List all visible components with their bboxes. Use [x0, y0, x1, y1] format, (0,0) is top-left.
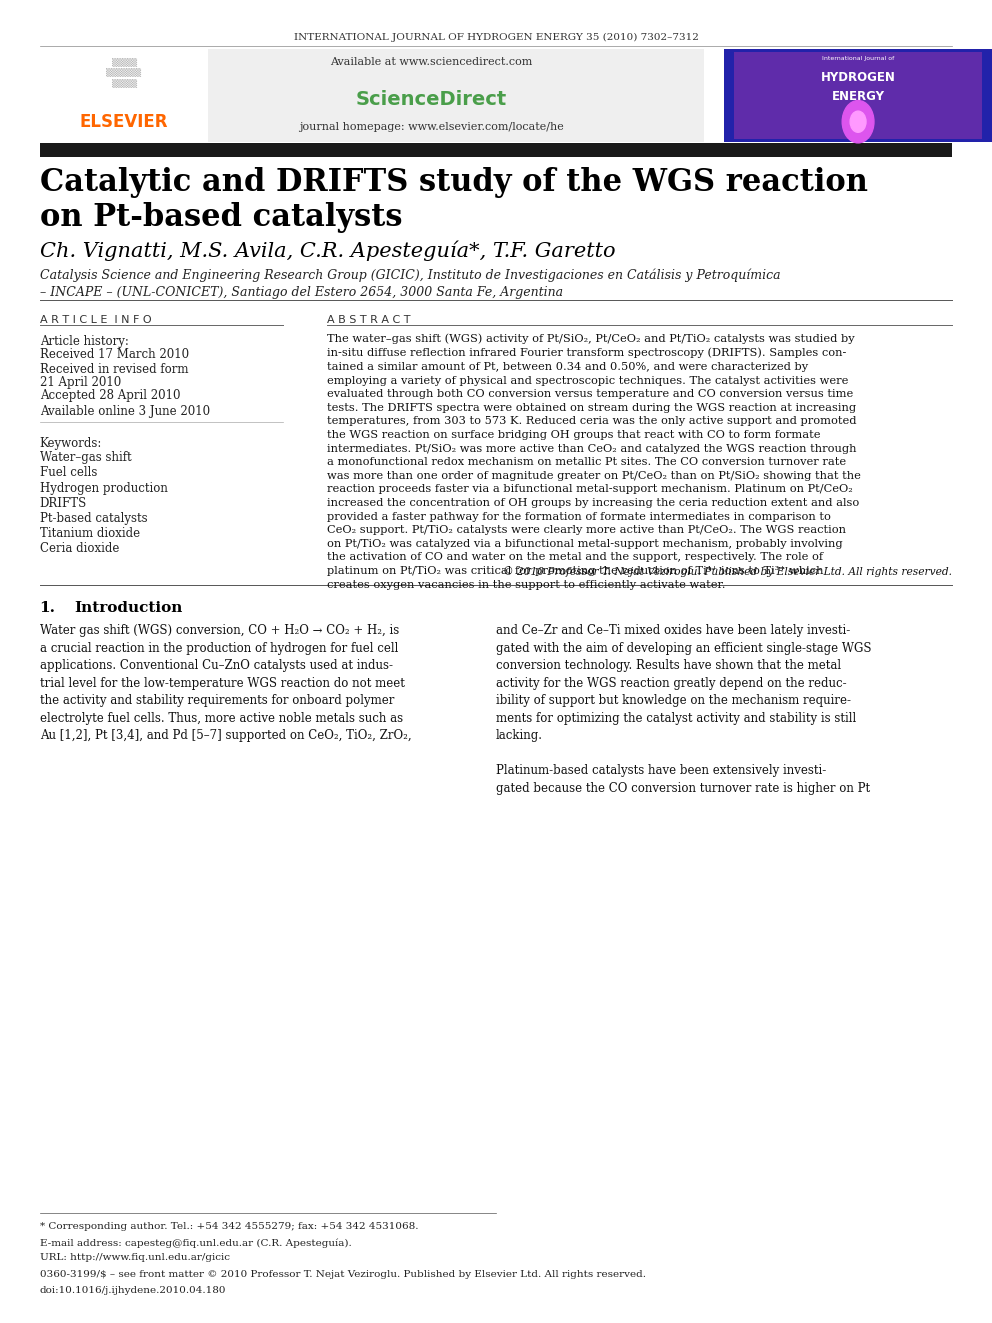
Text: Introduction: Introduction — [74, 601, 183, 615]
Circle shape — [842, 101, 874, 143]
Text: Catalysis Science and Engineering Research Group (GICIC), Instituto de Investiga: Catalysis Science and Engineering Resear… — [40, 269, 781, 282]
Text: Ch. Vignatti, M.S. Avila, C.R. Apesteguía*, T.F. Garetto: Ch. Vignatti, M.S. Avila, C.R. Apesteguí… — [40, 241, 615, 261]
FancyBboxPatch shape — [724, 49, 992, 142]
Text: The water–gas shift (WGS) activity of Pt/SiO₂, Pt/CeO₂ and Pt/TiO₂ catalysts was: The water–gas shift (WGS) activity of Pt… — [327, 333, 861, 590]
Text: Catalytic and DRIFTS study of the WGS reaction: Catalytic and DRIFTS study of the WGS re… — [40, 167, 868, 197]
Text: HYDROGEN: HYDROGEN — [820, 71, 896, 85]
Text: Water gas shift (WGS) conversion, CO + H₂O → CO₂ + H₂, is
a crucial reaction in : Water gas shift (WGS) conversion, CO + H… — [40, 624, 412, 742]
Text: Accepted 28 April 2010: Accepted 28 April 2010 — [40, 389, 181, 402]
Text: ENERGY: ENERGY — [831, 90, 885, 103]
Text: * Corresponding author. Tel.: +54 342 4555279; fax: +54 342 4531068.: * Corresponding author. Tel.: +54 342 45… — [40, 1222, 419, 1232]
FancyBboxPatch shape — [40, 49, 208, 142]
Text: on Pt-based catalysts: on Pt-based catalysts — [40, 202, 402, 233]
Circle shape — [850, 111, 866, 132]
Text: doi:10.1016/j.ijhydene.2010.04.180: doi:10.1016/j.ijhydene.2010.04.180 — [40, 1286, 226, 1295]
Text: DRIFTS: DRIFTS — [40, 496, 87, 509]
Text: ScienceDirect: ScienceDirect — [356, 90, 507, 108]
Text: ▒▒▒▒▒
▒▒▒▒▒▒▒
▒▒▒▒▒: ▒▒▒▒▒ ▒▒▒▒▒▒▒ ▒▒▒▒▒ — [106, 57, 142, 87]
Text: 21 April 2010: 21 April 2010 — [40, 376, 121, 389]
Text: Keywords:: Keywords: — [40, 437, 102, 450]
Text: Available online 3 June 2010: Available online 3 June 2010 — [40, 405, 209, 418]
Text: INTERNATIONAL JOURNAL OF HYDROGEN ENERGY 35 (2010) 7302–7312: INTERNATIONAL JOURNAL OF HYDROGEN ENERGY… — [294, 33, 698, 42]
Text: Article history:: Article history: — [40, 335, 129, 348]
FancyBboxPatch shape — [734, 52, 982, 139]
Text: Received 17 March 2010: Received 17 March 2010 — [40, 348, 188, 361]
Text: A B S T R A C T: A B S T R A C T — [327, 315, 411, 325]
Text: journal homepage: www.elsevier.com/locate/he: journal homepage: www.elsevier.com/locat… — [300, 122, 563, 132]
Text: International Journal of: International Journal of — [822, 56, 894, 61]
Text: URL: http://www.fiq.unl.edu.ar/gicic: URL: http://www.fiq.unl.edu.ar/gicic — [40, 1253, 230, 1262]
Text: E-mail address: capesteg@fiq.unl.edu.ar (C.R. Apesteguía).: E-mail address: capesteg@fiq.unl.edu.ar … — [40, 1238, 351, 1248]
Text: Ceria dioxide: Ceria dioxide — [40, 542, 119, 556]
Text: © 2010 Professor T. Nejat Veziroglu. Published by Elsevier Ltd. All rights reser: © 2010 Professor T. Nejat Veziroglu. Pub… — [503, 566, 952, 577]
Text: Available at www.sciencedirect.com: Available at www.sciencedirect.com — [330, 57, 533, 67]
Text: and Ce–Zr and Ce–Ti mixed oxides have been lately investi-
gated with the aim of: and Ce–Zr and Ce–Ti mixed oxides have be… — [496, 624, 872, 795]
Text: ELSEVIER: ELSEVIER — [79, 112, 169, 131]
Text: Hydrogen production: Hydrogen production — [40, 482, 168, 495]
Text: 0360-3199/$ – see front matter © 2010 Professor T. Nejat Veziroglu. Published by: 0360-3199/$ – see front matter © 2010 Pr… — [40, 1270, 646, 1279]
Text: Fuel cells: Fuel cells — [40, 466, 97, 479]
FancyBboxPatch shape — [40, 49, 704, 142]
Text: Water–gas shift: Water–gas shift — [40, 451, 131, 464]
Text: Pt-based catalysts: Pt-based catalysts — [40, 512, 147, 525]
Text: A R T I C L E  I N F O: A R T I C L E I N F O — [40, 315, 152, 325]
Text: Titanium dioxide: Titanium dioxide — [40, 527, 140, 540]
Text: 1.: 1. — [40, 601, 56, 615]
Text: – INCAPE – (UNL-CONICET), Santiago del Estero 2654, 3000 Santa Fe, Argentina: – INCAPE – (UNL-CONICET), Santiago del E… — [40, 286, 562, 299]
FancyBboxPatch shape — [40, 143, 952, 157]
Text: Received in revised form: Received in revised form — [40, 363, 188, 376]
